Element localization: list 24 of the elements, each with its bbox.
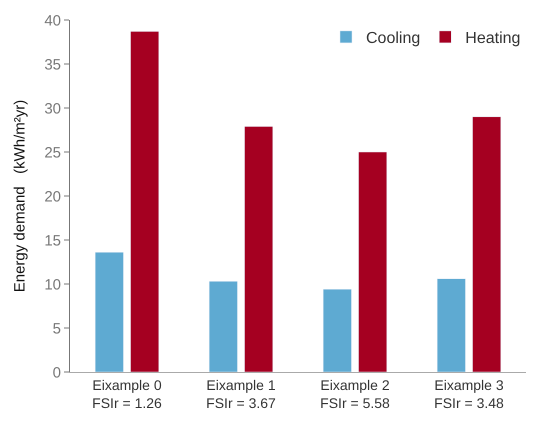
y-tick-label: 10 — [44, 276, 61, 294]
x-tick-label: Eixample 1 FSIr = 3.67 — [206, 376, 276, 411]
x-tick-label: Eixample 0 FSIr = 1.26 — [92, 376, 162, 411]
legend-label: Cooling — [366, 30, 420, 48]
y-tick-label: 0 — [52, 364, 61, 382]
y-tick-label: 40 — [44, 12, 61, 30]
bar — [436, 278, 466, 372]
y-tick-label: 30 — [44, 100, 61, 118]
y-axis-title: Energy demand (kWh/m²yr) — [12, 100, 29, 292]
x-tick-label: Eixample 3 FSIr = 3.48 — [434, 376, 504, 411]
bar — [130, 31, 160, 372]
bar — [358, 152, 388, 372]
y-tick-label: 15 — [44, 232, 61, 250]
x-tick-label: Eixample 2 FSIr = 5.58 — [320, 376, 390, 411]
bar — [208, 281, 238, 372]
y-tick-label: 25 — [44, 144, 61, 162]
y-tick-label: 20 — [44, 188, 61, 206]
y-tick-label: 5 — [52, 320, 61, 338]
legend-label: Heating — [465, 30, 520, 48]
y-tick-label: 35 — [44, 56, 61, 74]
bar — [94, 252, 124, 372]
bar — [472, 116, 502, 372]
bar — [322, 289, 352, 372]
bar — [244, 126, 274, 372]
